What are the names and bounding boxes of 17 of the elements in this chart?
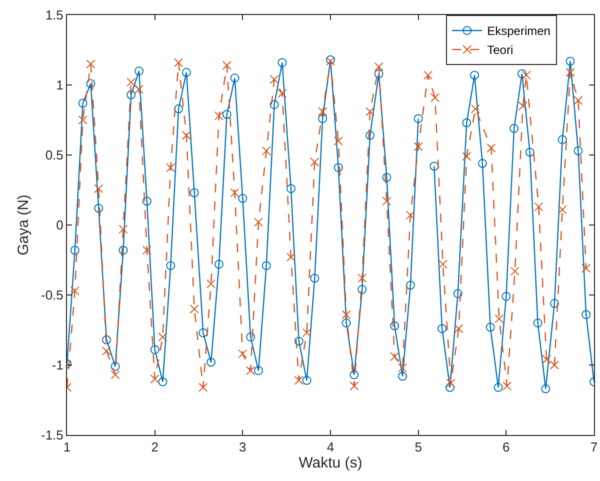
x-tick-label: 5	[414, 440, 422, 455]
legend-label: Eksperimen	[487, 24, 550, 38]
y-tick-label: 0	[56, 218, 64, 233]
x-tick-label: 2	[151, 440, 158, 455]
x-tick-label: 3	[239, 440, 246, 455]
y-tick-label: 1.5	[45, 8, 64, 23]
x-tick-label: 7	[590, 440, 598, 455]
y-tick-label: -1	[52, 358, 64, 373]
y-tick-label: -0.5	[40, 288, 64, 303]
x-axis-title: Waktu (s)	[298, 454, 362, 472]
legend-label: Teori	[487, 43, 514, 58]
y-tick-label: 0.5	[45, 148, 64, 163]
y-tick-label: 1	[56, 78, 64, 93]
y-axis-title: Gaya (N)	[15, 194, 32, 256]
x-tick-label: 4	[326, 440, 334, 455]
y-tick-label: -1.5	[40, 428, 64, 443]
x-tick-label: 6	[502, 440, 510, 455]
